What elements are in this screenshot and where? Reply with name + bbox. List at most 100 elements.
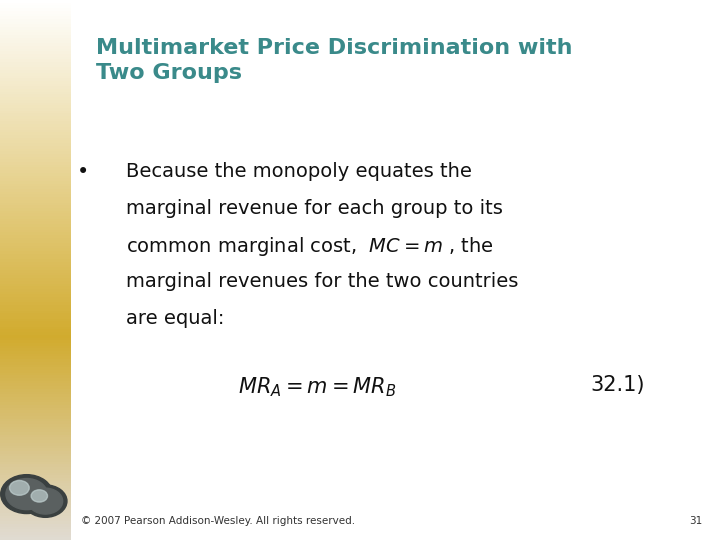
Bar xyxy=(0,310,71,313)
Bar xyxy=(0,356,71,359)
Bar xyxy=(0,454,71,456)
Bar xyxy=(0,373,71,375)
Bar xyxy=(0,429,71,432)
Bar xyxy=(0,43,71,46)
Circle shape xyxy=(6,478,48,510)
Bar xyxy=(0,359,71,362)
Circle shape xyxy=(9,481,30,495)
Bar xyxy=(0,397,71,400)
Bar xyxy=(0,319,71,321)
Bar xyxy=(0,30,71,32)
Text: Because the monopoly equates the: Because the monopoly equates the xyxy=(126,162,472,181)
Bar xyxy=(0,27,71,30)
Bar xyxy=(0,381,71,383)
Bar xyxy=(0,508,71,510)
Bar xyxy=(0,405,71,408)
Bar xyxy=(0,65,71,68)
Bar xyxy=(0,526,71,529)
Text: 31: 31 xyxy=(689,516,702,526)
Bar xyxy=(0,221,71,224)
Bar xyxy=(0,489,71,491)
Circle shape xyxy=(1,475,53,514)
Bar xyxy=(0,486,71,489)
Bar xyxy=(0,94,71,97)
Circle shape xyxy=(28,488,63,514)
Bar xyxy=(0,532,71,535)
Bar xyxy=(0,446,71,448)
Bar xyxy=(0,235,71,238)
Text: are equal:: are equal: xyxy=(126,309,225,328)
Bar xyxy=(0,254,71,256)
Bar xyxy=(0,389,71,392)
Text: •: • xyxy=(76,162,89,182)
Bar xyxy=(0,340,71,343)
Bar xyxy=(0,68,71,70)
Bar xyxy=(0,297,71,300)
Bar xyxy=(0,367,71,370)
Circle shape xyxy=(24,485,67,517)
Bar xyxy=(0,24,71,27)
Bar xyxy=(0,437,71,440)
Bar xyxy=(0,524,71,526)
Bar xyxy=(0,224,71,227)
Bar xyxy=(0,176,71,178)
Bar xyxy=(0,170,71,173)
Bar xyxy=(0,246,71,248)
Bar xyxy=(0,46,71,49)
Text: © 2007 Pearson Addison-Wesley. All rights reserved.: © 2007 Pearson Addison-Wesley. All right… xyxy=(81,516,356,526)
Bar xyxy=(0,240,71,243)
Bar xyxy=(0,251,71,254)
Bar xyxy=(0,321,71,324)
Bar xyxy=(0,500,71,502)
Bar xyxy=(0,14,71,16)
Bar xyxy=(0,481,71,483)
Bar xyxy=(0,184,71,186)
Bar xyxy=(0,502,71,505)
Bar xyxy=(0,354,71,356)
Bar xyxy=(0,154,71,157)
Bar xyxy=(0,19,71,22)
Bar xyxy=(0,483,71,486)
Bar xyxy=(0,92,71,94)
Bar xyxy=(0,270,71,273)
Bar xyxy=(0,510,71,513)
Bar xyxy=(0,146,71,148)
Bar xyxy=(0,113,71,116)
Bar xyxy=(0,256,71,259)
Bar xyxy=(0,81,71,84)
Bar xyxy=(0,462,71,464)
Bar xyxy=(0,316,71,319)
Bar xyxy=(0,35,71,38)
Bar xyxy=(0,478,71,481)
Bar xyxy=(0,518,71,521)
Bar xyxy=(0,97,71,100)
Bar xyxy=(0,432,71,435)
Bar xyxy=(0,451,71,454)
Bar xyxy=(0,443,71,445)
Bar xyxy=(0,119,71,122)
Bar xyxy=(0,459,71,462)
Bar xyxy=(0,392,71,394)
Bar xyxy=(0,78,71,81)
Bar xyxy=(0,467,71,470)
Bar xyxy=(0,132,71,135)
Bar xyxy=(0,216,71,219)
Bar xyxy=(0,8,71,11)
Bar xyxy=(0,537,71,540)
Bar xyxy=(0,178,71,181)
Bar xyxy=(0,181,71,184)
Bar xyxy=(0,267,71,270)
Bar xyxy=(0,108,71,111)
Bar xyxy=(0,192,71,194)
Bar xyxy=(0,197,71,200)
Bar xyxy=(0,202,71,205)
Bar xyxy=(0,408,71,410)
Bar xyxy=(0,494,71,497)
Bar xyxy=(0,302,71,305)
Bar xyxy=(0,38,71,40)
Bar xyxy=(0,416,71,418)
Bar xyxy=(0,227,71,229)
Bar xyxy=(0,378,71,381)
Bar xyxy=(0,40,71,43)
Bar xyxy=(0,5,71,8)
